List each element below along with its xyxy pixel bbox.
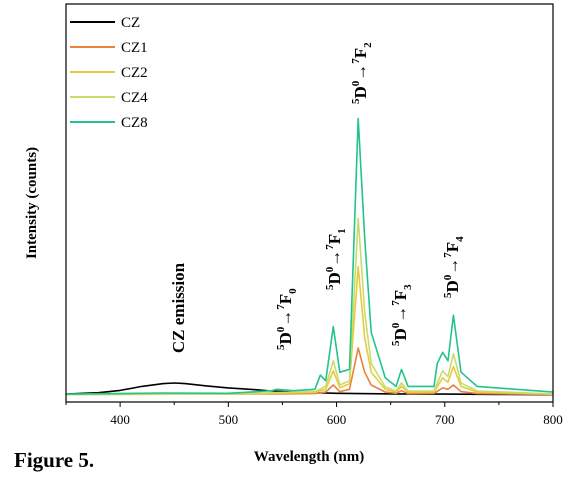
annotation-5d0-7f3: 5D0→7F3 (390, 284, 414, 346)
x-tick-label: 700 (435, 412, 455, 427)
series-line-cz1 (65, 347, 554, 396)
x-tick-label: 800 (543, 412, 563, 427)
series-line-cz8 (65, 117, 554, 395)
annotation-5d0-7f0: 5D0→7F0 (275, 288, 299, 350)
x-tick-label: 500 (219, 412, 239, 427)
x-tick-label: 600 (327, 412, 347, 427)
legend-label-cz4: CZ4 (121, 90, 148, 106)
annotation-text: 5D0→7F2 (350, 42, 374, 104)
legend-label-cz2: CZ2 (121, 65, 148, 81)
annotation-text: 5D0→7F4 (442, 236, 466, 298)
series-line-cz (65, 382, 554, 396)
series-line-cz4 (65, 217, 554, 396)
annotation-5d0-7f1: 5D0→7F1 (324, 228, 348, 290)
legend: CZ CZ1 CZ2 CZ4 CZ8 (70, 15, 148, 131)
annotation-5d0-7f4: 5D0→7F4 (442, 236, 466, 298)
annotation-text: 5D0→7F1 (324, 228, 348, 290)
legend-label-cz1: CZ1 (121, 40, 148, 56)
annotation-text: 5D0→7F3 (390, 284, 414, 346)
figure-caption: Figure 5. (14, 448, 95, 472)
annotation-5d0-7f2: 5D0→7F2 (350, 42, 374, 104)
legend-label-cz: CZ (121, 15, 140, 31)
series-line-cz2 (65, 266, 554, 396)
plot-frame (65, 3, 554, 403)
y-axis-label: Intensity (counts) (24, 147, 40, 259)
x-tick-label: 400 (110, 412, 130, 427)
annotation-cz-emission: CZ emission (169, 262, 188, 353)
x-axis-label: Wavelength (nm) (254, 449, 364, 465)
x-axis-ticks: 400 500 600 700 800 (65, 402, 563, 427)
legend-label-cz8: CZ8 (121, 115, 148, 131)
plot-lines (65, 117, 554, 396)
annotation-text: 5D0→7F0 (275, 288, 299, 350)
